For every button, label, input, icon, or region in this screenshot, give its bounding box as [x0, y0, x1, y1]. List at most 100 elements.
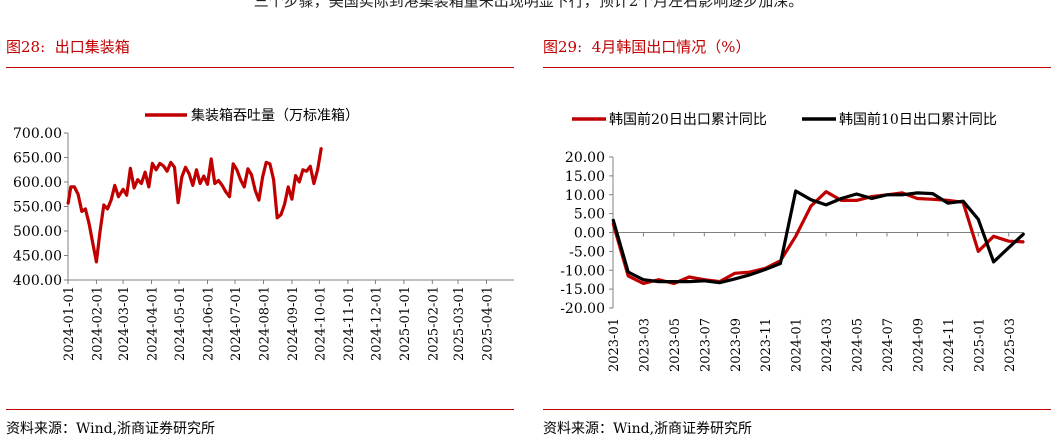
series-line-korea-20day — [611, 190, 1025, 286]
data-point — [258, 199, 260, 201]
y-tick-label: 650.00 — [13, 151, 62, 167]
data-point — [734, 278, 736, 280]
figure-28-rule — [6, 67, 514, 68]
data-point — [931, 198, 934, 201]
data-point — [992, 261, 995, 263]
x-tick-label: 2024-07-01 — [229, 286, 244, 361]
data-point — [236, 169, 238, 171]
x-tick-label: 2024-03-01 — [117, 286, 132, 361]
y-tick-label: 15.00 — [565, 169, 605, 185]
data-point — [1008, 240, 1010, 242]
x-tick-label: 2023-11 — [759, 318, 774, 372]
data-point — [148, 186, 150, 188]
data-point — [136, 178, 139, 181]
data-point — [642, 282, 645, 285]
data-point — [272, 178, 275, 181]
data-point — [210, 158, 212, 160]
data-point — [170, 161, 172, 164]
data-point — [1008, 246, 1010, 249]
data-point — [214, 182, 216, 185]
y-tick-label: 400.00 — [13, 273, 62, 289]
x-tick-label: 2023-03 — [637, 318, 652, 372]
data-point — [855, 199, 858, 202]
data-point — [140, 182, 143, 185]
data-point — [73, 186, 76, 188]
data-point — [992, 235, 995, 238]
data-point — [316, 169, 319, 171]
data-point — [280, 214, 282, 216]
data-point — [886, 194, 888, 196]
data-point — [703, 280, 706, 282]
data-point — [92, 242, 94, 245]
x-tick-label: 2024-09-01 — [286, 286, 301, 361]
data-point — [232, 163, 234, 165]
data-point — [302, 169, 304, 171]
data-point — [294, 174, 297, 177]
data-point — [657, 280, 660, 283]
data-point — [247, 168, 249, 170]
data-point — [225, 191, 227, 193]
data-point — [764, 268, 766, 271]
data-point — [122, 188, 124, 191]
data-point — [99, 230, 101, 232]
data-point — [67, 203, 69, 205]
data-point — [173, 166, 176, 169]
data-point — [155, 169, 157, 171]
data-point — [298, 181, 301, 183]
data-point — [287, 186, 290, 188]
data-point — [627, 275, 629, 277]
data-point — [184, 166, 187, 169]
data-point — [749, 274, 751, 276]
figure-29-rule — [543, 67, 1051, 68]
y-tick-label: 550.00 — [13, 200, 62, 216]
data-point — [871, 197, 873, 200]
y-tick-label: -5.00 — [569, 244, 605, 260]
figure-28-label: 图28: — [6, 38, 46, 56]
data-point — [81, 210, 83, 213]
series-line-container-throughput — [66, 147, 323, 264]
x-tick-label: 2025-04-01 — [480, 286, 495, 361]
data-point — [203, 175, 205, 177]
data-point — [291, 198, 293, 200]
data-point — [855, 193, 858, 195]
data-point — [313, 182, 315, 185]
data-point — [166, 170, 168, 172]
header-text-line: 三个步骤，美国实际到港集装箱量未出现明显下行，预计2个月左右影响逐步加深。 — [253, 0, 804, 10]
data-point — [977, 250, 980, 253]
x-tick-label: 2024-08-01 — [257, 286, 272, 361]
data-point — [673, 280, 675, 283]
x-tick-label: 2024-06-01 — [201, 286, 216, 361]
data-point — [612, 218, 614, 221]
left-source-note: 资料来源：Wind,浙商证券研究所 — [6, 421, 216, 437]
data-point — [901, 194, 903, 196]
data-point — [916, 192, 919, 194]
data-point — [151, 162, 154, 165]
data-point — [810, 205, 812, 207]
data-point — [962, 200, 964, 202]
data-point — [243, 186, 245, 188]
container-throughput-chart: 700.00 650.00 600.00 550.00 500.00 450.00 400.… — [13, 107, 514, 361]
data-point — [177, 201, 179, 204]
data-point — [1023, 232, 1025, 235]
data-point — [840, 197, 843, 200]
data-point — [977, 218, 980, 221]
data-point — [627, 271, 629, 273]
data-point — [110, 199, 112, 201]
x-tick-label: 2023-05 — [668, 318, 683, 372]
figure-28-title: 图28: 出口集装箱 — [6, 36, 130, 57]
figure-29-title: 图29: 4月韩国出口情况（%） — [543, 36, 751, 57]
x-tick-label: 2024-01 — [790, 318, 805, 372]
x-tick-label: 2025-03-01 — [452, 286, 467, 361]
legend-label: 韩国前10日出口累计同比 — [839, 111, 997, 128]
data-point — [642, 278, 645, 281]
y-tick-label: 500.00 — [13, 224, 62, 240]
y-tick-label: 450.00 — [13, 249, 62, 265]
x-tick-label: 2024-10-01 — [313, 286, 328, 361]
korea-exports-chart: 20.00 15.00 10.00 5.00 0.00 -5.00 -10.00 -15.00… — [560, 111, 1026, 372]
data-point — [718, 281, 721, 284]
y-tick-label: 0.00 — [574, 226, 605, 242]
data-point — [221, 184, 223, 187]
data-point — [77, 193, 79, 196]
data-point — [931, 192, 934, 195]
y-tick-label: 5.00 — [574, 207, 605, 223]
